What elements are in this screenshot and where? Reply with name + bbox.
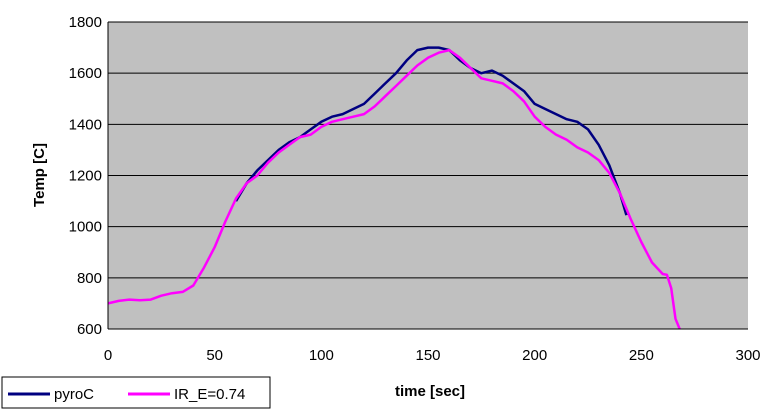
x-tick-label: 150 [415, 347, 440, 364]
y-tick-label: 1400 [69, 116, 102, 133]
series-lines [107, 46, 681, 330]
legend-label-ir: IR_E=0.74 [174, 386, 245, 403]
y-tick-label: 800 [77, 270, 102, 287]
x-tick-label: 0 [104, 347, 112, 364]
y-tick-label: 1800 [69, 14, 102, 31]
x-tick-label: 200 [522, 347, 547, 364]
x-tick-labels: 0 50 100 150 200 250 300 [104, 347, 760, 364]
y-axis-title: Temp [C] [31, 143, 48, 207]
y-tick-labels: 600 800 1000 1200 1400 1600 1800 [69, 14, 102, 338]
y-tick-label: 1600 [69, 65, 102, 82]
legend-label-pyroc: pyroC [54, 386, 94, 403]
y-tick-label: 600 [77, 321, 102, 338]
x-axis-title: time [sec] [395, 383, 465, 400]
x-tick-label: 300 [735, 347, 760, 364]
x-tick-label: 50 [206, 347, 223, 364]
y-tick-label: 1200 [69, 168, 102, 185]
x-tick-label: 250 [629, 347, 654, 364]
series-line-ir [107, 48, 681, 330]
y-tick-label: 1000 [69, 219, 102, 236]
x-tick-label: 100 [309, 347, 334, 364]
legend: pyroC IR_E=0.74 [1, 376, 271, 409]
